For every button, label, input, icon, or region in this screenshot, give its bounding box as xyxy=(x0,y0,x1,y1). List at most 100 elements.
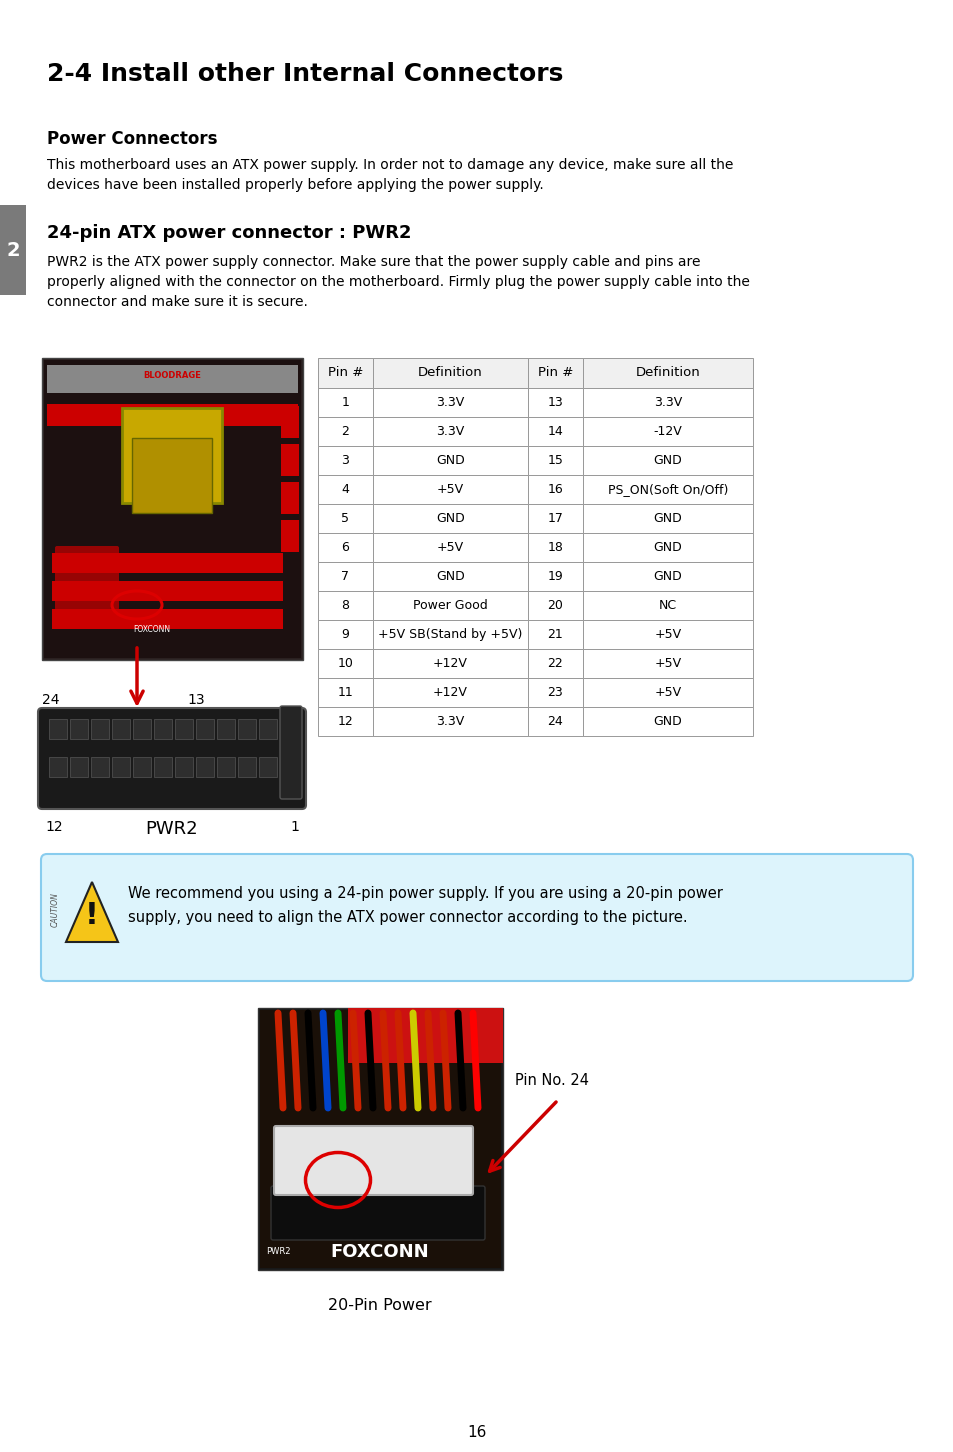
FancyBboxPatch shape xyxy=(373,649,527,678)
Text: 4: 4 xyxy=(341,484,349,497)
FancyBboxPatch shape xyxy=(112,756,130,777)
FancyBboxPatch shape xyxy=(373,562,527,591)
Text: GND: GND xyxy=(436,454,464,468)
FancyBboxPatch shape xyxy=(317,533,373,562)
FancyBboxPatch shape xyxy=(317,504,373,533)
FancyBboxPatch shape xyxy=(373,446,527,475)
Polygon shape xyxy=(66,881,118,942)
FancyBboxPatch shape xyxy=(317,562,373,591)
Text: 2: 2 xyxy=(341,425,349,439)
FancyBboxPatch shape xyxy=(527,678,582,707)
FancyBboxPatch shape xyxy=(132,756,151,777)
Text: 17: 17 xyxy=(547,513,563,526)
FancyBboxPatch shape xyxy=(582,446,752,475)
Text: -12V: -12V xyxy=(653,425,681,439)
FancyBboxPatch shape xyxy=(280,706,302,799)
FancyBboxPatch shape xyxy=(122,408,222,502)
FancyBboxPatch shape xyxy=(373,620,527,649)
FancyBboxPatch shape xyxy=(174,756,193,777)
Text: +12V: +12V xyxy=(433,656,468,669)
FancyBboxPatch shape xyxy=(44,360,301,658)
Text: GND: GND xyxy=(436,571,464,584)
Text: PWR2: PWR2 xyxy=(146,820,198,838)
Text: 24: 24 xyxy=(42,693,59,707)
FancyBboxPatch shape xyxy=(373,707,527,736)
FancyBboxPatch shape xyxy=(132,439,212,513)
Text: 22: 22 xyxy=(547,656,563,669)
FancyBboxPatch shape xyxy=(216,756,234,777)
Text: GND: GND xyxy=(653,542,681,555)
FancyBboxPatch shape xyxy=(373,504,527,533)
FancyBboxPatch shape xyxy=(317,388,373,417)
FancyBboxPatch shape xyxy=(281,520,298,552)
Text: +5V: +5V xyxy=(436,542,463,555)
FancyBboxPatch shape xyxy=(317,359,373,388)
FancyBboxPatch shape xyxy=(527,446,582,475)
FancyBboxPatch shape xyxy=(174,719,193,739)
FancyBboxPatch shape xyxy=(527,388,582,417)
Text: 11: 11 xyxy=(337,685,353,698)
Text: 7: 7 xyxy=(341,571,349,584)
FancyBboxPatch shape xyxy=(91,719,109,739)
FancyBboxPatch shape xyxy=(317,591,373,620)
Text: 16: 16 xyxy=(467,1424,486,1440)
FancyBboxPatch shape xyxy=(258,719,276,739)
Text: 13: 13 xyxy=(187,693,204,707)
Text: 12: 12 xyxy=(337,714,353,727)
FancyBboxPatch shape xyxy=(49,719,67,739)
FancyBboxPatch shape xyxy=(582,475,752,504)
FancyBboxPatch shape xyxy=(527,620,582,649)
Text: 3.3V: 3.3V xyxy=(436,714,464,727)
FancyBboxPatch shape xyxy=(582,678,752,707)
FancyBboxPatch shape xyxy=(52,608,283,629)
FancyBboxPatch shape xyxy=(38,709,306,809)
FancyBboxPatch shape xyxy=(317,678,373,707)
FancyBboxPatch shape xyxy=(257,1008,502,1270)
Text: Pin #: Pin # xyxy=(328,366,363,379)
FancyBboxPatch shape xyxy=(582,620,752,649)
FancyBboxPatch shape xyxy=(153,756,172,777)
FancyBboxPatch shape xyxy=(237,719,255,739)
Text: 23: 23 xyxy=(547,685,563,698)
Text: We recommend you using a 24-pin power supply. If you are using a 20-pin power: We recommend you using a 24-pin power su… xyxy=(128,886,722,902)
FancyBboxPatch shape xyxy=(527,649,582,678)
FancyBboxPatch shape xyxy=(280,756,297,777)
FancyBboxPatch shape xyxy=(70,756,88,777)
FancyBboxPatch shape xyxy=(153,719,172,739)
FancyBboxPatch shape xyxy=(280,719,297,739)
Text: properly aligned with the connector on the motherboard. Firmly plug the power su: properly aligned with the connector on t… xyxy=(47,274,749,289)
Text: supply, you need to align the ATX power connector according to the picture.: supply, you need to align the ATX power … xyxy=(128,910,687,925)
Text: 20-Pin Power: 20-Pin Power xyxy=(328,1298,432,1313)
FancyBboxPatch shape xyxy=(52,553,283,574)
Text: 14: 14 xyxy=(547,425,563,439)
Text: 3: 3 xyxy=(341,454,349,468)
Text: +5V: +5V xyxy=(436,484,463,497)
FancyBboxPatch shape xyxy=(70,719,88,739)
FancyBboxPatch shape xyxy=(317,446,373,475)
Text: 3.3V: 3.3V xyxy=(436,425,464,439)
FancyBboxPatch shape xyxy=(91,756,109,777)
Text: 3.3V: 3.3V xyxy=(436,396,464,409)
Text: 13: 13 xyxy=(547,396,563,409)
Text: 2-4 Install other Internal Connectors: 2-4 Install other Internal Connectors xyxy=(47,62,563,86)
FancyBboxPatch shape xyxy=(258,756,276,777)
Text: +5V: +5V xyxy=(654,656,680,669)
FancyBboxPatch shape xyxy=(527,562,582,591)
Text: +5V: +5V xyxy=(654,685,680,698)
Text: +12V: +12V xyxy=(433,685,468,698)
Text: 3.3V: 3.3V xyxy=(653,396,681,409)
Text: Definition: Definition xyxy=(417,366,482,379)
FancyBboxPatch shape xyxy=(271,1186,484,1240)
FancyBboxPatch shape xyxy=(260,1011,500,1268)
FancyBboxPatch shape xyxy=(527,591,582,620)
Text: !: ! xyxy=(85,900,99,929)
FancyBboxPatch shape xyxy=(42,359,303,661)
Text: 24-pin ATX power connector : PWR2: 24-pin ATX power connector : PWR2 xyxy=(47,224,411,242)
FancyBboxPatch shape xyxy=(582,591,752,620)
Text: 1: 1 xyxy=(341,396,349,409)
FancyBboxPatch shape xyxy=(348,1008,502,1063)
FancyBboxPatch shape xyxy=(582,388,752,417)
Text: devices have been installed properly before applying the power supply.: devices have been installed properly bef… xyxy=(47,179,543,192)
Text: FOXCONN: FOXCONN xyxy=(133,624,171,635)
Text: CAUTION: CAUTION xyxy=(51,893,59,928)
